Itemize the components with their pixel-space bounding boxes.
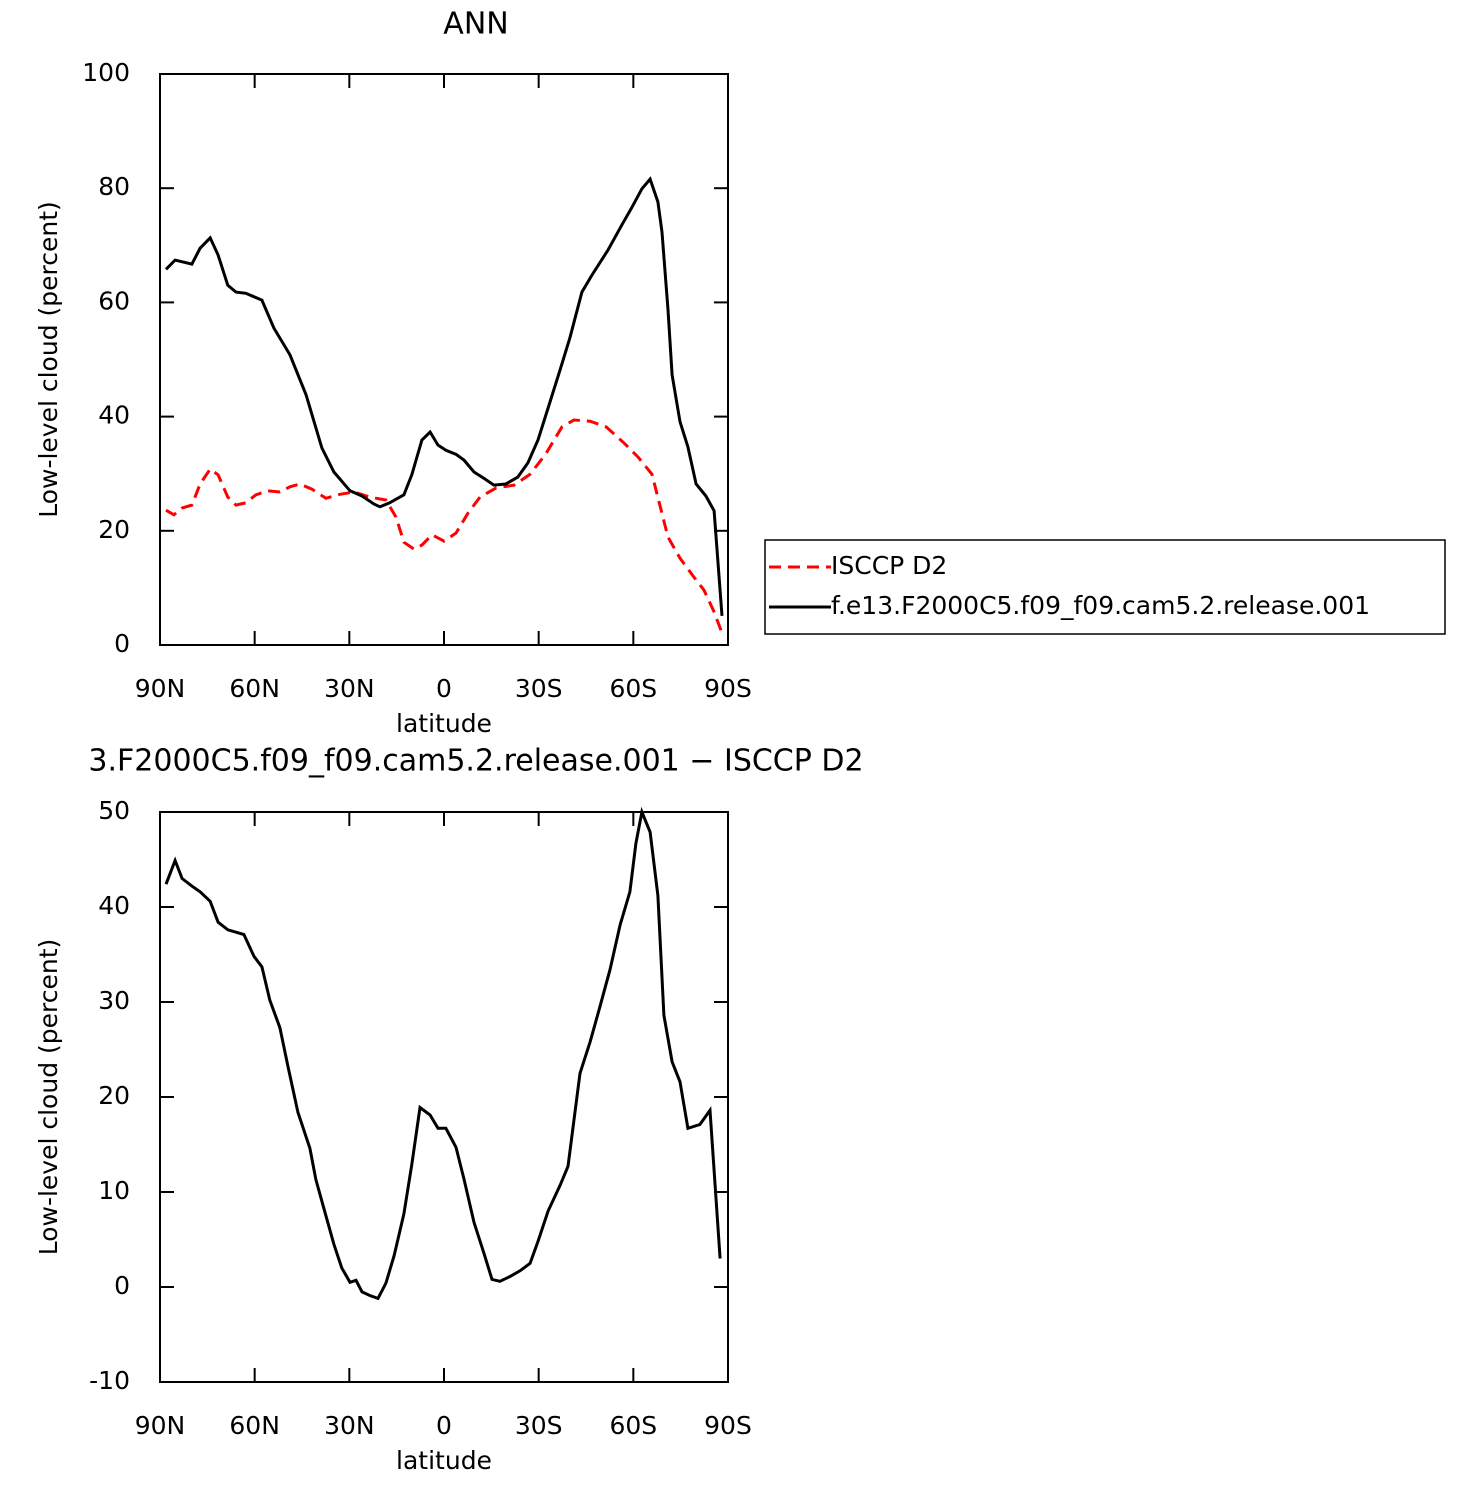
y-tick-label: 10 — [98, 1176, 130, 1205]
plot-frame — [159, 73, 729, 646]
x-tick-label: 0 — [436, 1411, 452, 1440]
x-tick-label: 60S — [609, 674, 657, 703]
y-axis-label: Low-level cloud (percent) — [34, 201, 63, 518]
legend-box — [764, 539, 1446, 635]
y-tick-label: 40 — [98, 401, 130, 430]
x-tick-label: 60N — [229, 674, 280, 703]
y-tick-label: 100 — [82, 58, 130, 87]
x-axis-label: latitude — [396, 709, 492, 738]
data-line — [164, 176, 724, 617]
y-tick-label: 20 — [98, 515, 130, 544]
y-tick-label: -10 — [89, 1366, 130, 1395]
y-tick-label: 80 — [98, 172, 130, 201]
x-tick-label: 0 — [436, 674, 452, 703]
data-line — [164, 806, 722, 1301]
y-tick-label: 40 — [98, 891, 130, 920]
x-tick-label: 90N — [135, 674, 186, 703]
y-tick-label: 30 — [98, 986, 130, 1015]
x-tick-label: 90N — [135, 1411, 186, 1440]
y-tick-label: 0 — [114, 1271, 130, 1300]
x-tick-label: 90S — [704, 674, 752, 703]
x-tick-label: 60N — [229, 1411, 280, 1440]
chart-title: ANN — [443, 7, 508, 42]
legend-label: f.e13.F2000C5.f09_f09.cam5.2.release.001 — [831, 591, 1370, 620]
x-axis-label: latitude — [396, 1446, 492, 1475]
x-tick-label: 30N — [324, 1411, 375, 1440]
x-tick-label: 60S — [609, 1411, 657, 1440]
x-tick-label: 90S — [704, 1411, 752, 1440]
legend-label: ISCCP D2 — [831, 551, 947, 580]
x-tick-label: 30N — [324, 674, 375, 703]
y-axis-label: Low-level cloud (percent) — [34, 939, 63, 1256]
plot-frame — [159, 811, 729, 1383]
x-tick-label: 30S — [515, 674, 563, 703]
data-line — [165, 418, 724, 634]
y-tick-label: 20 — [98, 1081, 130, 1110]
y-tick-label: 0 — [114, 629, 130, 658]
chart-title: 3.F2000C5.f09_f09.cam5.2.release.001 − I… — [88, 744, 863, 779]
y-tick-label: 60 — [98, 286, 130, 315]
x-tick-label: 30S — [515, 1411, 563, 1440]
y-tick-label: 50 — [98, 796, 130, 825]
